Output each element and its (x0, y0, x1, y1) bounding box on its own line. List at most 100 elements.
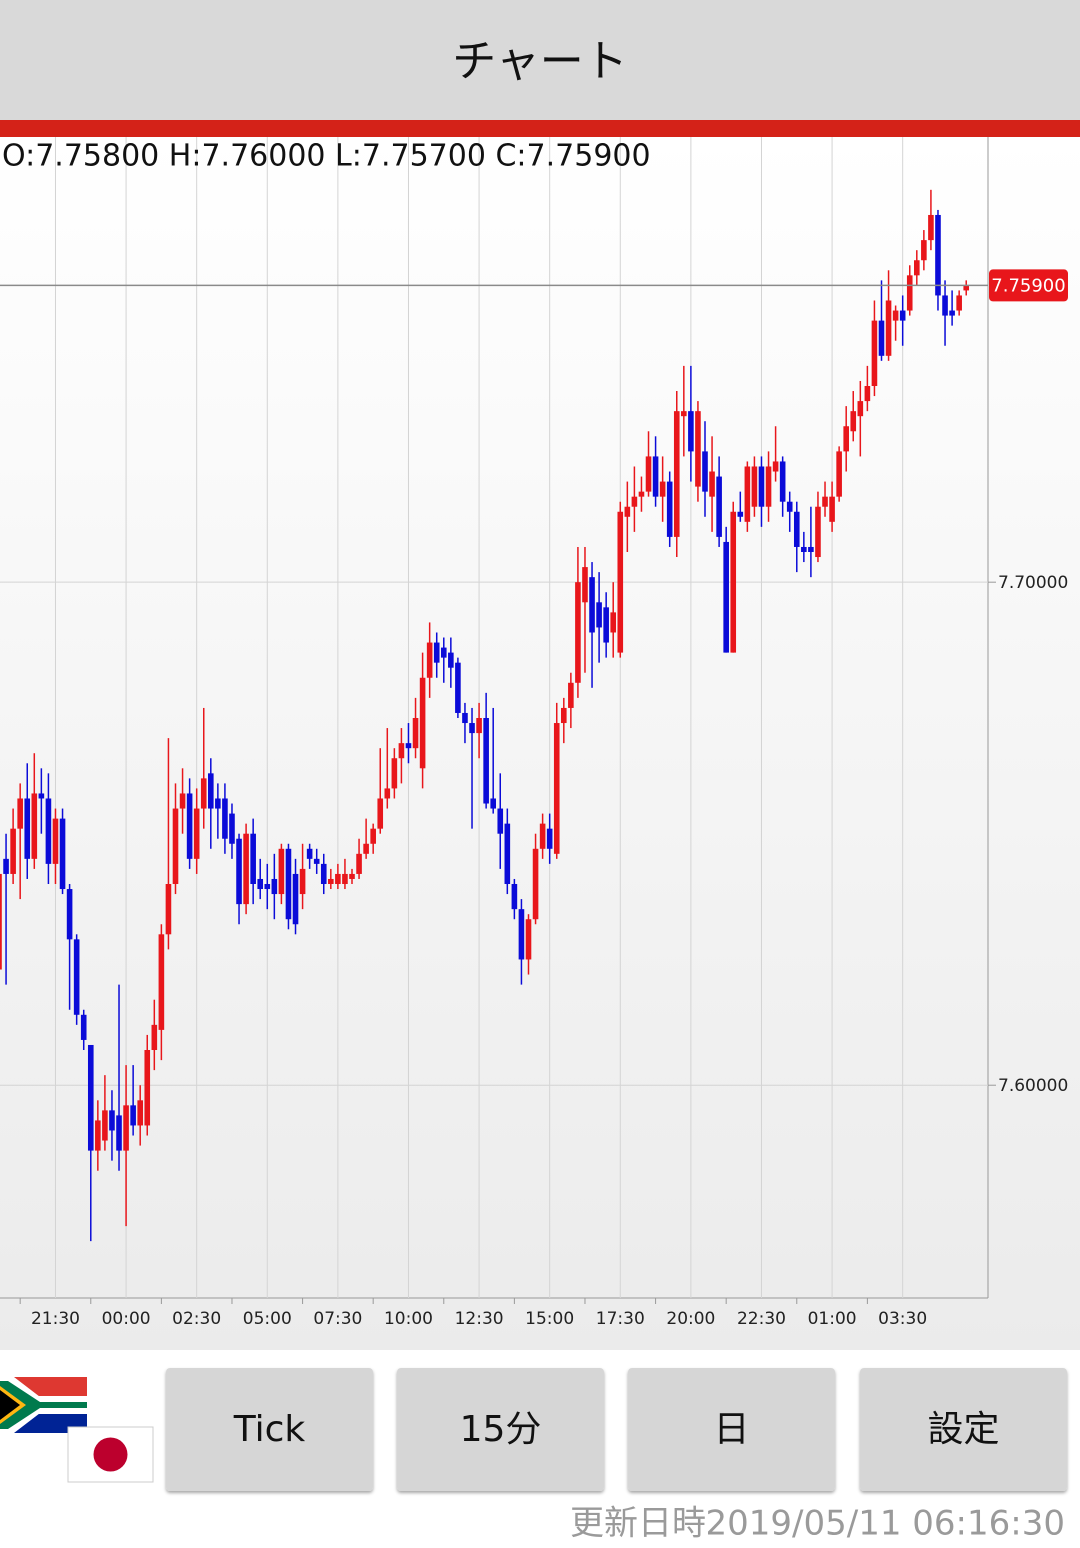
candle-body (10, 828, 16, 874)
candle-body (589, 577, 595, 633)
candle-body (568, 682, 574, 708)
candle-body (130, 1105, 136, 1126)
candle-body (892, 310, 899, 321)
candle-body (921, 240, 927, 261)
candle-body (659, 481, 666, 497)
candle-body (822, 496, 828, 507)
timeframe-button[interactable]: 15分 (397, 1368, 604, 1491)
candle-body (688, 411, 694, 452)
button-label: 15分 (460, 1409, 542, 1450)
candle-body (109, 1110, 115, 1131)
x-tick-label: 21:30 (31, 1309, 80, 1329)
timeframe-button[interactable]: 日 (628, 1368, 835, 1491)
candle-body (102, 1110, 108, 1141)
candle-body (631, 496, 638, 507)
candle-body (405, 743, 412, 749)
candle-body (455, 662, 461, 713)
candle-body (730, 511, 737, 653)
candle-body (709, 471, 715, 497)
x-tick-label: 20:00 (666, 1309, 715, 1329)
candle-body (490, 798, 496, 809)
button-label: Tick (233, 1409, 306, 1450)
candle-body (208, 773, 214, 809)
candle-body (546, 828, 553, 849)
candle-body (243, 833, 249, 905)
candle-body (942, 295, 948, 316)
candle-body (144, 1050, 151, 1126)
candle-body (793, 511, 800, 547)
current-price-label: 7.75900 (991, 275, 1065, 296)
candlestick-chart: 21:30 00:00 02:30 05:00 07:30 10:00 12:30 15:00… (0, 137, 1068, 1329)
button-face (628, 1368, 835, 1491)
candle-body (786, 501, 793, 512)
candle-body (815, 506, 821, 558)
candle-body (949, 310, 955, 316)
timeframe-button[interactable]: 設定 (860, 1368, 1067, 1491)
timeframe-button[interactable]: Tick (166, 1368, 373, 1491)
candle-body (751, 466, 758, 507)
x-tick-label: 10:00 (384, 1309, 433, 1329)
candle-body (681, 411, 687, 417)
candle-body (624, 506, 631, 517)
candle-body (744, 466, 751, 522)
candle-body (553, 723, 560, 854)
x-tick-label: 15:00 (525, 1309, 574, 1329)
candle-body (285, 848, 292, 920)
candle-body (765, 466, 772, 507)
candles (0, 189, 970, 1242)
candle-body (45, 798, 52, 864)
candle-body (928, 214, 934, 241)
candle-body (801, 546, 807, 553)
y-tick-label: 7.60000 (998, 1076, 1068, 1096)
candle-body (666, 481, 673, 537)
candle-body (476, 718, 482, 734)
candle-body (483, 718, 489, 804)
candle-body (885, 300, 892, 356)
candle-body (342, 873, 348, 885)
candle-body (24, 798, 31, 859)
candle-body (440, 647, 447, 658)
candle-body (328, 878, 334, 885)
candle-body (278, 848, 285, 895)
timeframe-buttons: Tick 15分 日 設定 (166, 1368, 1067, 1491)
x-tick-label: 01:00 (808, 1309, 857, 1329)
candle-body (250, 833, 256, 885)
accent-bar (0, 120, 1080, 137)
update-time: 2019/05/11 06:16:30 (706, 1504, 1065, 1544)
candle-body (3, 858, 9, 874)
candle-body (73, 939, 80, 1015)
candle-body (695, 411, 701, 487)
candle-body (236, 838, 242, 905)
candle-body (59, 818, 66, 890)
candle-body (758, 466, 765, 507)
x-tick-label: 05:00 (243, 1309, 292, 1329)
candle-body (320, 863, 327, 885)
candle-body (38, 793, 45, 799)
candle-body (504, 823, 511, 885)
candle-body (264, 884, 271, 890)
candle-body (638, 491, 645, 497)
candle-body (179, 793, 186, 809)
candle-body (518, 909, 525, 960)
candle-body (299, 868, 306, 895)
candle-body (31, 793, 38, 859)
candle-body (702, 451, 708, 492)
currency-flags[interactable] (0, 1377, 154, 1483)
candle-body (497, 808, 504, 834)
candle-body (462, 712, 468, 724)
candle-body (914, 260, 920, 276)
candle-body (878, 320, 885, 356)
x-tick-label: 22:30 (737, 1309, 786, 1329)
candle-body (349, 873, 355, 879)
south-africa-flag (0, 1377, 87, 1433)
candle-body (779, 461, 786, 502)
candle-body (95, 1120, 101, 1151)
candle-body (398, 743, 405, 759)
candle-body (561, 707, 567, 724)
candle-body (469, 723, 475, 734)
candle-body (17, 798, 23, 829)
candle-body (186, 793, 193, 859)
x-tick-label: 00:00 (102, 1309, 151, 1329)
candle-body (391, 758, 398, 789)
